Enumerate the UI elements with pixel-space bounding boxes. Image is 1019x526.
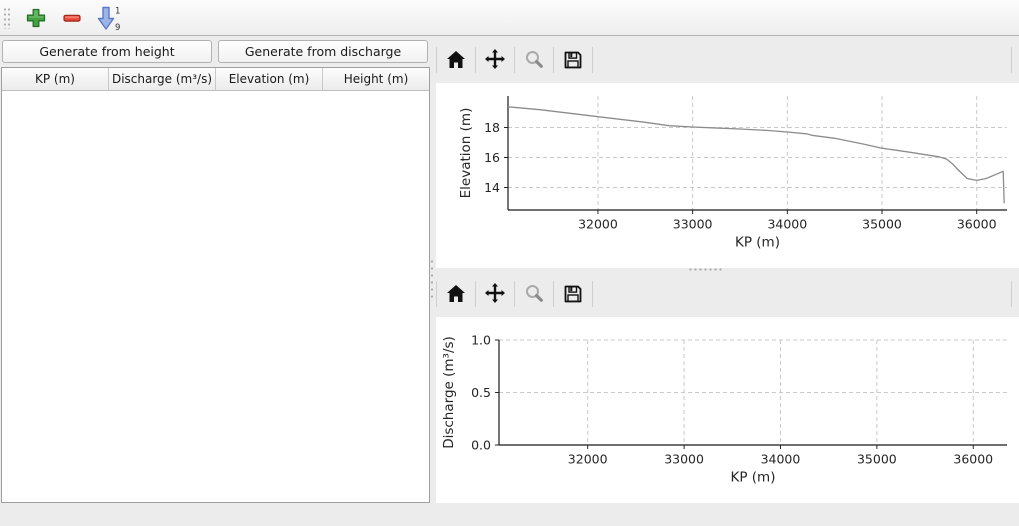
toolbar-separator: [592, 281, 593, 307]
column-header-kp[interactable]: KP (m): [2, 68, 109, 90]
toolbar-separator: [553, 47, 554, 73]
save-button[interactable]: [554, 276, 592, 312]
pan-button[interactable]: [476, 42, 514, 78]
sort-badge-bottom: 9: [115, 23, 120, 32]
table-body[interactable]: [2, 91, 429, 502]
home-icon: [447, 285, 465, 302]
svg-text:36000: 36000: [957, 217, 997, 232]
svg-text:18: 18: [484, 120, 500, 135]
toolbar-drag-handle[interactable]: [3, 6, 11, 29]
elevation-chart-toolbar: [436, 37, 1019, 83]
generate-from-height-button[interactable]: Generate from height: [2, 40, 212, 63]
toolbar-separator: [1011, 281, 1012, 307]
sort-badge-top: 1: [115, 6, 120, 16]
toolbar-separator: [436, 281, 437, 307]
svg-text:32000: 32000: [568, 452, 608, 467]
svg-text:Discharge (m³/s): Discharge (m³/s): [441, 336, 457, 449]
sort-numeric-down-icon: 1 9: [97, 6, 120, 32]
zoom-button[interactable]: [515, 42, 553, 78]
pan-icon: [485, 49, 505, 69]
table-header-row: KP (m) Discharge (m³/s) Elevation (m) He…: [2, 68, 429, 91]
data-table[interactable]: KP (m) Discharge (m³/s) Elevation (m) He…: [1, 67, 430, 503]
toolbar-separator: [475, 281, 476, 307]
home-button[interactable]: [437, 276, 475, 312]
svg-text:KP (m): KP (m): [731, 470, 776, 486]
svg-text:0.5: 0.5: [471, 385, 491, 400]
vertical-splitter-handle[interactable]: [430, 258, 435, 298]
save-button[interactable]: [554, 42, 592, 78]
home-icon: [447, 51, 465, 68]
save-icon: [564, 51, 582, 69]
svg-text:0.0: 0.0: [471, 438, 491, 453]
elevation-plot: 32000 33000 34000 35000 36000 14 16 18 KP (m) Ele…: [458, 96, 1007, 251]
discharge-plot: 32000 33000 34000 35000 36000 0.0 0.5 1.0 KP (m)…: [441, 333, 1007, 486]
discharge-chart[interactable]: 32000 33000 34000 35000 36000 0.0 0.5 1.0 KP (m)…: [436, 317, 1019, 503]
column-header-discharge[interactable]: Discharge (m³/s): [109, 68, 216, 90]
discharge-chart-toolbar: [436, 271, 1019, 317]
toolbar-separator: [436, 47, 437, 73]
plus-icon: [26, 8, 46, 27]
svg-text:35000: 35000: [862, 217, 902, 232]
svg-text:KP (m): KP (m): [735, 235, 780, 251]
svg-text:Elevation (m): Elevation (m): [458, 108, 474, 199]
add-row-button[interactable]: [20, 3, 52, 33]
svg-text:14: 14: [484, 180, 500, 195]
toolbar-separator: [592, 47, 593, 73]
zoom-button[interactable]: [515, 276, 553, 312]
horizontal-splitter-handle[interactable]: [688, 268, 722, 272]
svg-text:32000: 32000: [578, 217, 618, 232]
remove-row-button[interactable]: [56, 3, 88, 33]
magnifier-icon: [526, 51, 543, 68]
elevation-chart[interactable]: 32000 33000 34000 35000 36000 14 16 18 KP (m) Ele…: [436, 83, 1019, 268]
column-header-elevation[interactable]: Elevation (m): [216, 68, 323, 90]
toolbar-separator: [553, 281, 554, 307]
svg-text:34000: 34000: [761, 452, 801, 467]
pan-button[interactable]: [476, 276, 514, 312]
svg-text:16: 16: [484, 150, 500, 165]
toolbar-separator: [475, 47, 476, 73]
svg-text:36000: 36000: [953, 452, 993, 467]
svg-text:33000: 33000: [664, 452, 704, 467]
home-button[interactable]: [437, 42, 475, 78]
sort-rows-button[interactable]: 1 9: [92, 3, 124, 33]
magnifier-icon: [526, 285, 543, 302]
toolbar-separator: [514, 281, 515, 307]
save-icon: [564, 285, 582, 303]
generate-from-discharge-button[interactable]: Generate from discharge: [218, 40, 428, 63]
toolbar-separator: [514, 47, 515, 73]
svg-text:34000: 34000: [767, 217, 807, 232]
svg-text:35000: 35000: [857, 452, 897, 467]
minus-icon: [63, 14, 81, 22]
toolbar-separator: [1011, 47, 1012, 73]
main-toolbar: 1 9: [0, 0, 1019, 36]
svg-text:33000: 33000: [673, 217, 713, 232]
svg-text:1.0: 1.0: [471, 333, 491, 348]
column-header-height[interactable]: Height (m): [343, 72, 409, 86]
pan-icon: [485, 283, 505, 303]
